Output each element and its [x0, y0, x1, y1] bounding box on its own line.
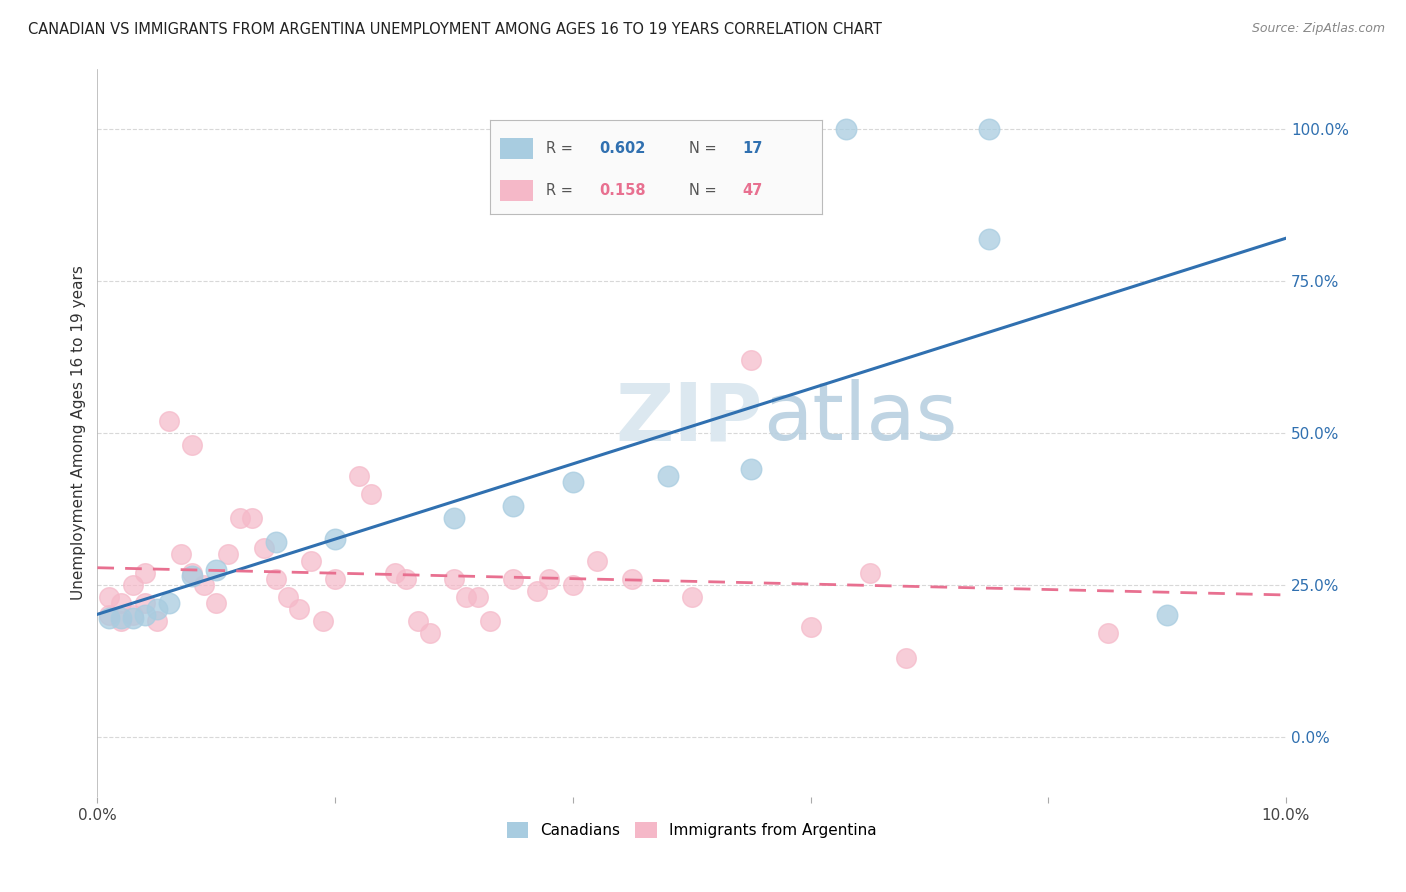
Point	[264, 572, 287, 586]
Point	[502, 572, 524, 586]
Point	[799, 620, 821, 634]
Point	[621, 572, 644, 586]
Point	[454, 590, 477, 604]
Point	[110, 615, 132, 629]
Point	[347, 468, 370, 483]
Point	[681, 590, 703, 604]
Text: Source: ZipAtlas.com: Source: ZipAtlas.com	[1251, 22, 1385, 36]
Point	[561, 475, 583, 489]
Point	[443, 572, 465, 586]
Point	[406, 615, 429, 629]
Point	[134, 596, 156, 610]
Point	[240, 511, 263, 525]
Point	[98, 611, 121, 625]
Point	[110, 596, 132, 610]
Point	[859, 566, 882, 580]
Point	[217, 548, 239, 562]
Point	[467, 590, 489, 604]
Point	[122, 611, 145, 625]
Point	[169, 548, 191, 562]
Text: ZIP: ZIP	[616, 379, 763, 458]
Point	[98, 608, 121, 623]
Point	[502, 499, 524, 513]
Point	[526, 583, 548, 598]
Point	[181, 566, 204, 580]
Point	[323, 533, 346, 547]
Point	[360, 487, 382, 501]
Point	[384, 566, 406, 580]
Point	[835, 122, 858, 136]
Point	[122, 608, 145, 623]
Point	[312, 615, 335, 629]
Text: atlas: atlas	[763, 379, 957, 458]
Point	[181, 438, 204, 452]
Point	[977, 122, 1000, 136]
Point	[288, 602, 311, 616]
Point	[134, 566, 156, 580]
Point	[205, 563, 228, 577]
Point	[478, 615, 501, 629]
Point	[395, 572, 418, 586]
Point	[977, 231, 1000, 245]
Point	[157, 414, 180, 428]
Point	[205, 596, 228, 610]
Point	[561, 578, 583, 592]
Y-axis label: Unemployment Among Ages 16 to 19 years: Unemployment Among Ages 16 to 19 years	[72, 266, 86, 600]
Point	[419, 626, 441, 640]
Point	[229, 511, 252, 525]
Point	[1097, 626, 1119, 640]
Point	[264, 535, 287, 549]
Point	[98, 590, 121, 604]
Point	[740, 353, 762, 368]
Point	[1156, 608, 1178, 623]
Point	[134, 608, 156, 623]
Point	[299, 553, 322, 567]
Point	[122, 578, 145, 592]
Point	[146, 602, 169, 616]
Point	[157, 596, 180, 610]
Point	[894, 650, 917, 665]
Point	[585, 553, 607, 567]
Text: CANADIAN VS IMMIGRANTS FROM ARGENTINA UNEMPLOYMENT AMONG AGES 16 TO 19 YEARS COR: CANADIAN VS IMMIGRANTS FROM ARGENTINA UN…	[28, 22, 882, 37]
Point	[110, 611, 132, 625]
Point	[146, 615, 169, 629]
Point	[193, 578, 215, 592]
Point	[253, 541, 276, 556]
Legend: Canadians, Immigrants from Argentina: Canadians, Immigrants from Argentina	[501, 816, 883, 845]
Point	[537, 572, 560, 586]
Point	[657, 468, 679, 483]
Point	[277, 590, 299, 604]
Point	[323, 572, 346, 586]
Point	[443, 511, 465, 525]
Point	[181, 568, 204, 582]
Point	[740, 462, 762, 476]
